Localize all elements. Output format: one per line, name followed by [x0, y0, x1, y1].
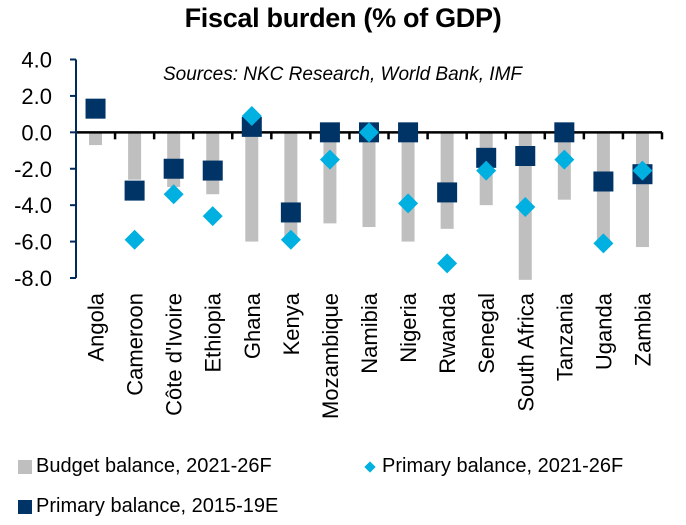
diamond-marker — [202, 206, 223, 227]
bar — [440, 132, 454, 229]
x-tick-label: Zambia — [630, 292, 655, 366]
diamond-marker — [515, 196, 536, 217]
x-tick-label: Angola — [84, 292, 109, 361]
x-tick-label: Senegal — [474, 293, 499, 374]
y-axis-ticks — [70, 58, 76, 279]
diamond-marker — [476, 160, 497, 181]
bar — [284, 132, 298, 240]
bar — [128, 132, 142, 180]
square-marker — [593, 171, 614, 192]
bar — [245, 132, 259, 242]
x-tick-label: Uganda — [591, 292, 616, 370]
square-marker — [280, 202, 301, 223]
y-tick-label: -8.0 — [14, 266, 52, 291]
square-marker — [85, 98, 106, 119]
diamond-marker — [163, 184, 184, 205]
x-axis-tick-labels: Angola Cameroon Côte d'Ivoire Ethiopia Ghana… — [84, 292, 656, 419]
square-marker — [398, 122, 419, 143]
sources-annotation: Sources: NKC Research, World Bank, IMF — [163, 64, 523, 85]
diamond-marker — [593, 233, 614, 254]
y-tick-label: 4.0 — [21, 48, 52, 73]
square-marker — [319, 122, 340, 143]
square-marker — [202, 160, 223, 181]
chart-title: Fiscal burden (% of GDP) — [184, 3, 502, 33]
diamond-marker — [359, 122, 379, 143]
bar — [323, 132, 337, 224]
x-tick-label: Tanzania — [552, 292, 577, 381]
x-tick-label: Kenya — [279, 292, 304, 355]
x-tick-label: Cameroon — [123, 293, 148, 396]
legend-label: Primary balance, 2015-19E — [36, 495, 279, 517]
x-tick-label: Rwanda — [435, 292, 460, 373]
x-tick-label: Ghana — [240, 292, 265, 359]
x-tick-label: South Africa — [513, 292, 538, 411]
diamond-marker — [398, 193, 419, 214]
legend-label: Budget balance, 2021-26F — [36, 455, 272, 477]
legend-swatch-gray-bar — [18, 459, 32, 474]
legend-swatch-diamond — [364, 460, 376, 473]
legend-item-primary-balance-2015-19: Primary balance, 2015-19E — [18, 495, 278, 518]
x-tick-label: Côte d'Ivoire — [162, 293, 187, 416]
square-marker — [515, 146, 536, 167]
x-tick-label: Ethiopia — [201, 292, 226, 372]
square-marker — [241, 116, 262, 137]
square-marker — [437, 182, 458, 203]
bar — [89, 132, 103, 146]
diamond-marker — [241, 105, 262, 126]
bar — [401, 132, 415, 242]
square-marker — [124, 180, 145, 201]
y-axis-tick-labels: 4.0 2.0 0.0 -2.0 -4.0 -6.0 -8.0 — [14, 48, 52, 292]
y-tick-label: -4.0 — [14, 193, 52, 218]
legend-item-budget-balance: Budget balance, 2021-26F — [18, 455, 272, 478]
diamond-marker — [124, 229, 145, 250]
x-tick-label: Namibia — [357, 292, 382, 373]
diamond-marker — [632, 160, 653, 181]
diamond-marker — [554, 149, 575, 170]
x-tick-label: Mozambique — [318, 293, 343, 419]
y-tick-label: -2.0 — [14, 157, 52, 182]
square-marker — [476, 147, 497, 168]
y-tick-label: 0.0 — [21, 120, 52, 145]
diamond-marker — [437, 253, 458, 274]
y-tick-label: 2.0 — [21, 84, 52, 109]
bar — [635, 132, 649, 248]
bar — [362, 132, 376, 228]
x-axis-ticks — [113, 132, 664, 140]
legend-item-primary-balance-2021-26: Primary balance, 2021-26F — [362, 455, 623, 478]
y-tick-label: -6.0 — [14, 230, 52, 255]
diamond-marker — [319, 149, 340, 170]
square-marker — [554, 122, 575, 143]
square-marker — [163, 158, 184, 179]
legend-label: Primary balance, 2021-26F — [382, 455, 624, 477]
diamond-marker — [280, 229, 301, 250]
x-tick-label: Nigeria — [396, 292, 421, 362]
legend-swatch-square — [18, 499, 32, 514]
diamond-series-primary-2021-26 — [124, 105, 653, 274]
